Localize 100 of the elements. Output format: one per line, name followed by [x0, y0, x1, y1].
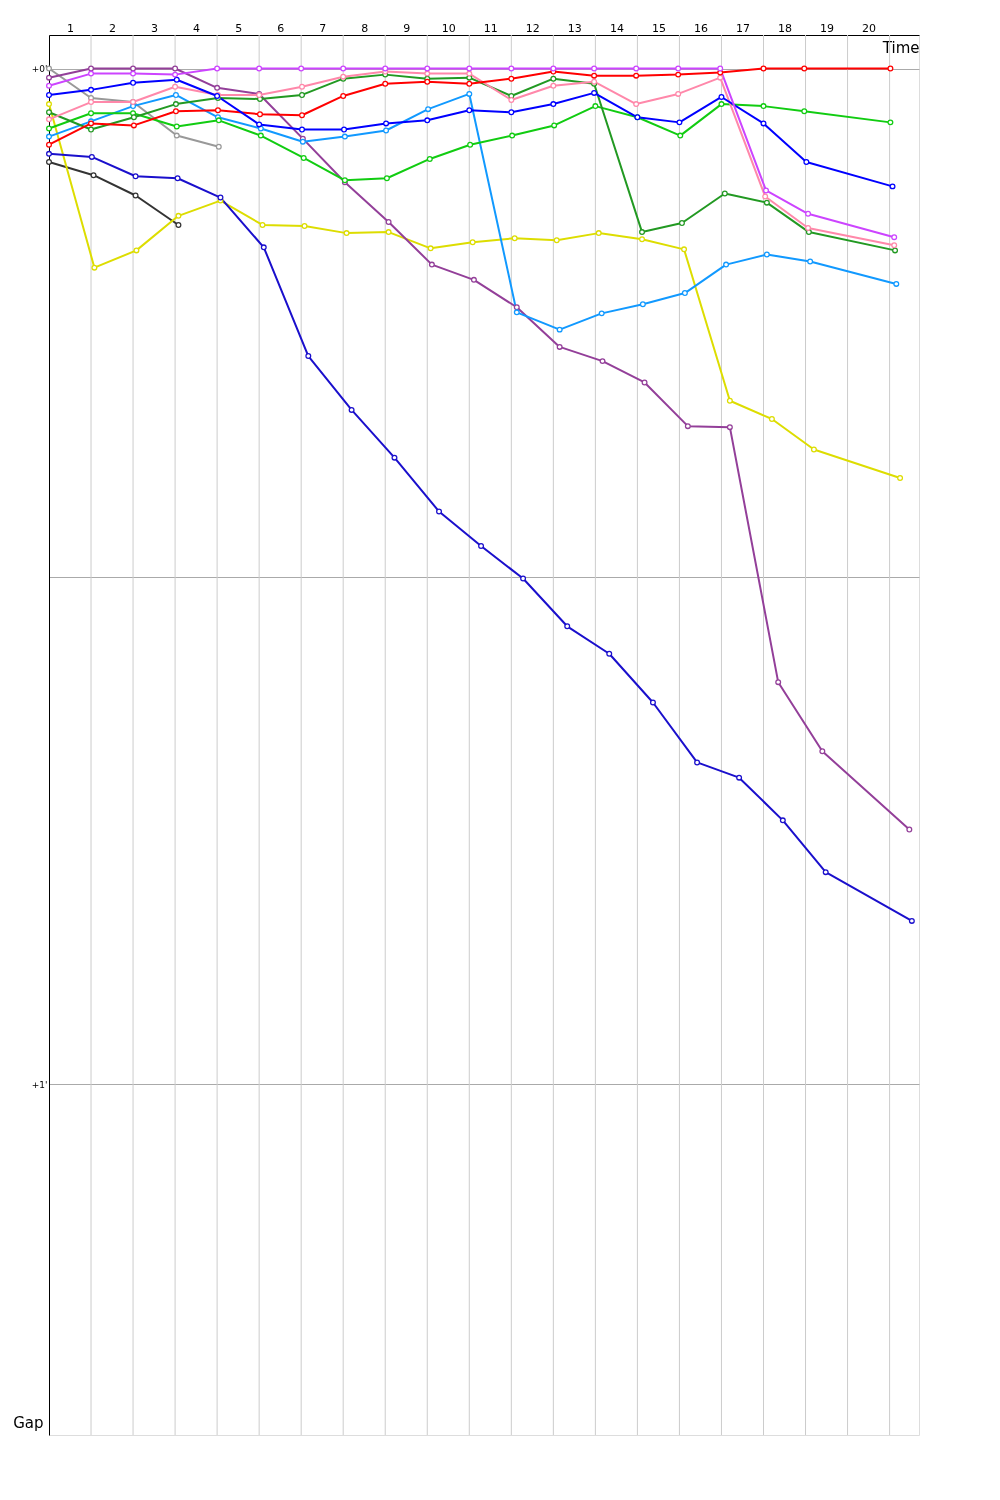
point	[556, 326, 563, 333]
point	[513, 309, 520, 316]
point	[46, 116, 52, 123]
point	[550, 75, 557, 82]
point	[591, 65, 598, 72]
point	[736, 774, 743, 781]
point	[675, 65, 682, 72]
point	[513, 304, 520, 311]
point	[684, 423, 691, 430]
point	[46, 133, 52, 140]
point	[173, 123, 180, 130]
point	[508, 97, 515, 104]
x-tick-label: 20	[862, 21, 877, 35]
point	[130, 70, 137, 77]
point	[478, 543, 485, 550]
point	[681, 290, 688, 297]
point	[88, 126, 95, 133]
point	[564, 623, 571, 630]
point	[897, 474, 904, 481]
point	[46, 125, 52, 132]
point	[257, 132, 264, 139]
point	[599, 358, 606, 365]
point	[214, 65, 221, 72]
point	[305, 353, 312, 360]
point	[822, 869, 829, 876]
x-tick-label: 16	[693, 21, 708, 35]
point	[301, 223, 308, 229]
point	[677, 132, 684, 139]
point	[385, 218, 392, 225]
point	[256, 65, 263, 72]
point	[717, 74, 724, 81]
point	[718, 93, 725, 100]
x-tick-label: 11	[483, 21, 498, 35]
x-tick-label: 12	[525, 21, 540, 35]
point	[88, 86, 95, 93]
point	[775, 679, 782, 686]
point	[46, 141, 52, 148]
x-tick-label: 9	[403, 21, 411, 35]
point	[466, 65, 473, 72]
x-tick-label: 13	[567, 21, 582, 35]
point	[805, 225, 812, 232]
point	[133, 247, 140, 254]
point	[91, 264, 98, 271]
point	[424, 70, 431, 77]
point	[598, 310, 605, 317]
x-tick-label: 8	[361, 21, 369, 35]
point	[887, 65, 894, 72]
point	[424, 65, 431, 72]
point	[763, 187, 770, 194]
point	[260, 244, 267, 251]
point	[299, 91, 306, 98]
x-tick-label: 6	[277, 21, 285, 35]
point	[675, 71, 682, 78]
point	[760, 65, 767, 72]
point	[340, 65, 347, 72]
point	[801, 108, 808, 115]
point	[385, 229, 392, 236]
point	[891, 234, 898, 241]
point	[382, 80, 389, 87]
point	[889, 183, 896, 190]
point	[595, 230, 602, 237]
point	[466, 80, 473, 87]
point	[130, 122, 137, 129]
point	[887, 119, 894, 126]
point	[175, 212, 182, 219]
point	[299, 126, 306, 133]
point	[908, 917, 915, 924]
point	[723, 261, 730, 268]
point	[130, 79, 137, 86]
point	[341, 133, 348, 140]
point	[678, 219, 685, 226]
point	[721, 190, 728, 197]
point	[391, 454, 398, 461]
point	[520, 575, 527, 582]
point	[641, 379, 648, 386]
point	[46, 91, 52, 98]
point	[132, 173, 139, 180]
point	[466, 107, 473, 114]
x-tick-label: 3	[151, 21, 159, 35]
point	[257, 125, 264, 132]
point	[46, 101, 52, 108]
x-tick-label: 2	[109, 21, 117, 35]
point	[88, 65, 95, 72]
x-tick-label: 18	[778, 21, 793, 35]
x-tick-label: 19	[820, 21, 835, 35]
point	[130, 114, 137, 121]
point	[172, 65, 179, 72]
point	[299, 112, 306, 119]
point	[556, 343, 563, 350]
point	[88, 99, 95, 106]
point	[591, 72, 598, 79]
point	[215, 143, 222, 150]
point	[88, 70, 95, 77]
x-tick-label: 1	[67, 21, 75, 35]
point	[46, 150, 52, 157]
x-tick-label: 10	[441, 21, 456, 35]
point	[726, 424, 733, 431]
point	[341, 126, 348, 133]
point	[763, 251, 770, 258]
point	[436, 508, 443, 515]
